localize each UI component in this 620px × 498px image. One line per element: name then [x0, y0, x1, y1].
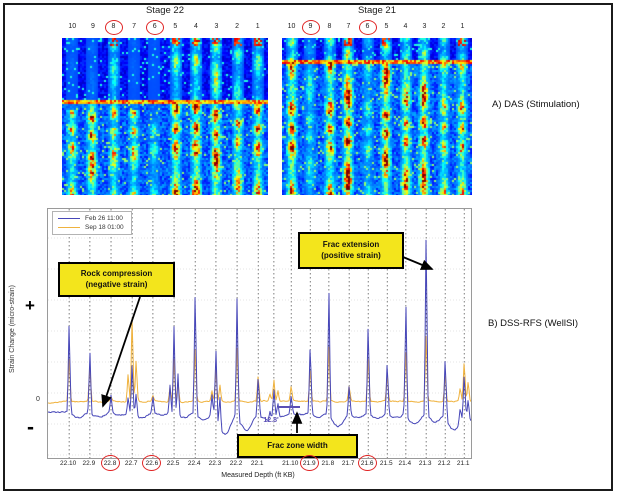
x-tick-22.2: 22.2 [229, 460, 243, 467]
das-cluster-number: 1 [255, 23, 260, 30]
das-cluster-number: 3 [214, 23, 219, 30]
circled-cluster-stage-22-6 [145, 20, 164, 35]
chart-legend: Feb 26 11:00 Sep 18 01:00 [52, 211, 132, 235]
y-axis-plus-mark: + [25, 296, 35, 315]
panel-a-label: A) DAS (Stimulation) [492, 99, 580, 110]
panel-b-label: B) DSS-RFS (WellSI) [488, 318, 579, 329]
das-cluster-number: 2 [441, 23, 446, 30]
x-tick-22.9: 22.9 [82, 460, 96, 467]
das-cluster-number: 4 [403, 23, 408, 30]
figure-border [3, 3, 613, 491]
legend-label: Feb 26 11:00 [85, 215, 123, 222]
das-cluster-number: 7 [346, 23, 351, 30]
das-cluster-number: 9 [90, 23, 95, 30]
das-cluster-number: 5 [173, 23, 178, 30]
das-cluster-number: 10 [68, 23, 77, 30]
y-axis-title: Strain Change (micro-strain) [9, 285, 16, 373]
circled-depth-21.9 [299, 455, 319, 471]
x-tick-22.3: 22.3 [208, 460, 222, 467]
x-tick-22.1: 22.1 [250, 460, 264, 467]
circled-cluster-stage-22-8 [104, 20, 123, 35]
x-tick-21.2: 21.2 [437, 460, 451, 467]
circled-depth-22.6 [142, 455, 162, 471]
x-tick-21.1: 21.1 [456, 460, 470, 467]
stage-22-title: Stage 22 [145, 5, 185, 16]
legend-line-swatch [58, 218, 80, 219]
y-axis-minus-mark: - [27, 416, 34, 439]
rock-compression-callout: Rock compression (negative strain) [58, 262, 175, 297]
das-heatmap-stage-22 [62, 38, 268, 195]
circled-depth-22.8 [100, 455, 120, 471]
das-cluster-number: 7 [132, 23, 137, 30]
x-tick-21.4: 21.4 [398, 460, 412, 467]
x-axis-title: Measured Depth (ft KB) [221, 472, 295, 479]
das-cluster-number: 10 [287, 23, 296, 30]
frac-zone-width-value: 12.8' [263, 417, 279, 424]
stage-21-title: Stage 21 [357, 5, 397, 16]
frac-zone-width-callout: Frac zone width [237, 434, 358, 458]
x-tick-21.7: 21.7 [341, 460, 355, 467]
das-cluster-number: 5 [384, 23, 389, 30]
das-cluster-number: 8 [327, 23, 332, 30]
x-tick-21.3: 21.3 [418, 460, 432, 467]
x-tick-22.7: 22.7 [124, 460, 138, 467]
x-tick-21.5: 21.5 [379, 460, 393, 467]
legend-entry: Feb 26 11:00 [58, 215, 124, 222]
x-tick-21.8: 21.8 [321, 460, 335, 467]
x-tick-22.4: 22.4 [187, 460, 201, 467]
x-tick-22.5: 22.5 [166, 460, 180, 467]
y-axis-zero-tick: 0 [36, 396, 40, 403]
series-feb-26 [48, 239, 471, 435]
das-cluster-number: 1 [460, 23, 465, 30]
das-cluster-number: 2 [235, 23, 240, 30]
legend-entry: Sep 18 01:00 [58, 224, 124, 231]
legend-label: Sep 18 01:00 [85, 224, 124, 231]
das-heatmap-stage-21 [282, 38, 472, 195]
x-tick-21.10: 21.10 [282, 460, 299, 467]
circled-cluster-stage-21-9 [301, 20, 320, 35]
x-tick-22.10: 22.10 [60, 460, 77, 467]
circled-depth-21.6 [357, 455, 377, 471]
legend-line-swatch [58, 227, 80, 228]
das-cluster-number: 3 [422, 23, 427, 30]
circled-cluster-stage-21-6 [358, 20, 377, 35]
frac-extension-callout: Frac extension (positive strain) [298, 232, 404, 269]
das-cluster-number: 4 [193, 23, 198, 30]
